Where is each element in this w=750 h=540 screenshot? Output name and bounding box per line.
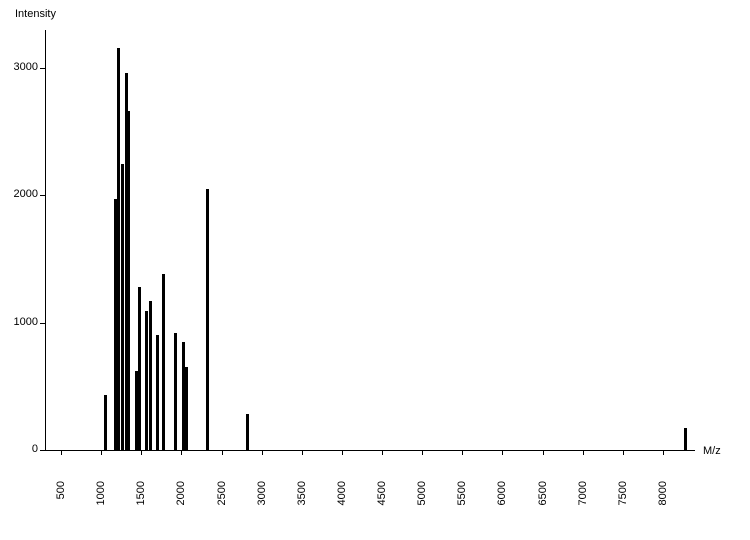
x-tick — [623, 450, 624, 455]
y-tick — [40, 450, 45, 451]
spectrum-peak — [684, 428, 687, 450]
spectrum-peak — [145, 311, 148, 450]
spectrum-peak — [246, 414, 249, 450]
y-tick — [40, 68, 45, 69]
x-tick — [543, 450, 544, 455]
y-tick-label: 1000 — [4, 316, 38, 328]
x-tick-label: 6000 — [496, 481, 508, 521]
x-tick — [663, 450, 664, 455]
x-tick-label: 1500 — [135, 481, 147, 521]
spectrum-peak — [127, 111, 130, 450]
x-tick-label: 3500 — [296, 481, 308, 521]
x-tick-label: 4000 — [336, 481, 348, 521]
x-tick-label: 7500 — [617, 481, 629, 521]
x-tick-label: 1000 — [95, 481, 107, 521]
x-axis-title: M/z — [703, 445, 721, 457]
plot-area — [45, 30, 695, 450]
x-axis-line — [45, 450, 695, 451]
y-axis-title: Intensity — [15, 8, 56, 20]
x-tick — [502, 450, 503, 455]
x-tick-label: 500 — [55, 481, 67, 521]
x-tick — [422, 450, 423, 455]
spectrum-peak — [206, 189, 209, 450]
x-tick — [462, 450, 463, 455]
y-axis-line — [45, 30, 46, 450]
x-tick — [181, 450, 182, 455]
x-tick — [262, 450, 263, 455]
x-tick-label: 8000 — [657, 481, 669, 521]
spectrum-peak — [174, 333, 177, 450]
y-tick-label: 0 — [4, 443, 38, 455]
y-tick-label: 2000 — [4, 188, 38, 200]
x-tick — [583, 450, 584, 455]
spectrum-peak — [162, 274, 165, 450]
x-tick-label: 5500 — [456, 481, 468, 521]
x-tick-label: 3000 — [256, 481, 268, 521]
x-tick-label: 6500 — [537, 481, 549, 521]
x-tick — [382, 450, 383, 455]
x-tick — [222, 450, 223, 455]
x-tick — [141, 450, 142, 455]
y-tick-label: 3000 — [4, 61, 38, 73]
x-tick — [342, 450, 343, 455]
x-tick-label: 2500 — [216, 481, 228, 521]
spectrum-peak — [104, 395, 107, 450]
x-tick-label: 2000 — [175, 481, 187, 521]
spectrum-peak — [138, 287, 141, 450]
x-tick — [61, 450, 62, 455]
spectrum-peak — [149, 301, 152, 450]
y-tick — [40, 323, 45, 324]
x-tick-label: 5000 — [416, 481, 428, 521]
x-tick-label: 7000 — [577, 481, 589, 521]
mass-spectrum-chart: Intensity M/z 0 1000 2000 3000 500 1000 1500 20… — [0, 0, 750, 540]
y-tick — [40, 195, 45, 196]
spectrum-peak — [117, 48, 120, 450]
x-tick-label: 4500 — [376, 481, 388, 521]
spectrum-peak — [156, 335, 159, 450]
spectrum-peak — [185, 367, 188, 450]
x-tick — [302, 450, 303, 455]
x-tick — [101, 450, 102, 455]
